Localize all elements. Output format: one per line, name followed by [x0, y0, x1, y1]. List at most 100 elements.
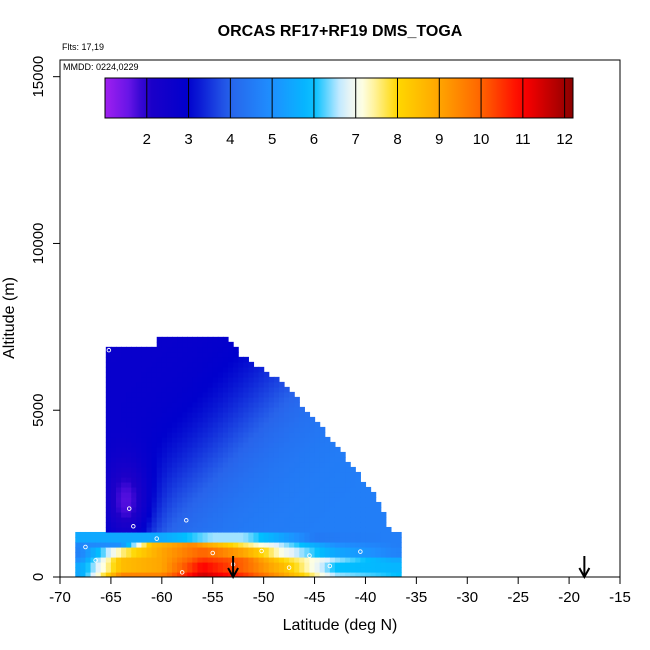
heatmap-cell	[350, 476, 356, 483]
heatmap-cell	[121, 436, 127, 443]
heatmap-cell	[294, 481, 300, 488]
heatmap-cell	[243, 491, 249, 498]
heatmap-cell	[350, 536, 356, 543]
heatmap-cell	[263, 516, 270, 523]
heatmap-cell	[334, 501, 341, 508]
heatmap-cell	[172, 466, 178, 473]
heatmap-cell	[172, 531, 178, 538]
heatmap-cell	[151, 501, 158, 508]
heatmap-cell	[197, 436, 204, 443]
heatmap-cell	[131, 436, 137, 443]
heatmap-cell	[212, 446, 219, 453]
colorbar-tick-label: 11	[515, 131, 531, 148]
heatmap-cell	[116, 571, 122, 577]
heatmap-cell	[273, 376, 280, 383]
heatmap-cell	[340, 551, 346, 558]
heatmap-cell	[340, 481, 346, 488]
heatmap-cell	[304, 536, 311, 543]
heatmap-cell	[329, 541, 336, 548]
heatmap-cell	[151, 531, 158, 538]
heatmap-cell	[222, 466, 229, 473]
heatmap-cell	[345, 526, 351, 533]
heatmap-cell	[187, 396, 193, 403]
heatmap-cell	[192, 516, 199, 523]
heatmap-cell	[110, 476, 117, 483]
heatmap-cell	[146, 431, 153, 438]
heatmap-cell	[350, 566, 356, 573]
heatmap-cell	[314, 456, 321, 463]
heatmap-cell	[151, 516, 158, 523]
heatmap-cell	[151, 381, 158, 388]
heatmap-cell	[253, 531, 260, 538]
heatmap-cell	[253, 386, 260, 393]
heatmap-cell	[105, 521, 112, 528]
heatmap-cell	[187, 466, 193, 473]
heatmap-cell	[350, 466, 356, 473]
y-tick-label: 0	[30, 573, 47, 581]
heatmap-cell	[141, 421, 148, 428]
heatmap-cell	[304, 566, 311, 573]
heatmap-cell	[222, 451, 229, 458]
heatmap-cell	[172, 471, 178, 478]
heatmap-cell	[370, 511, 377, 518]
heatmap-cell	[116, 561, 122, 568]
heatmap-cell	[141, 511, 148, 518]
heatmap-cell	[273, 561, 280, 568]
heatmap-cell	[116, 546, 122, 553]
heatmap-cell	[268, 421, 275, 428]
heatmap-cell	[156, 411, 163, 418]
heatmap-cell	[350, 511, 356, 518]
heatmap-cell	[299, 526, 305, 533]
heatmap-cell	[319, 481, 326, 488]
heatmap-cell	[90, 556, 97, 563]
heatmap-cell	[182, 421, 188, 428]
heatmap-cell	[222, 391, 229, 398]
heatmap-cell	[350, 491, 356, 498]
heatmap-cell	[161, 406, 168, 413]
heatmap-cell	[207, 506, 214, 513]
heatmap-cell	[141, 371, 148, 378]
heatmap-cell	[228, 496, 234, 503]
x-axis-label: Latitude (deg N)	[283, 617, 398, 634]
heatmap-cell	[202, 491, 209, 498]
heatmap-cell	[284, 446, 290, 453]
heatmap-cell	[146, 366, 153, 373]
heatmap-cell	[294, 491, 300, 498]
heatmap-cell	[136, 401, 143, 408]
heatmap-cell	[299, 536, 305, 543]
heatmap-cell	[334, 556, 341, 563]
heatmap-cell	[192, 426, 199, 433]
heatmap-cell	[116, 466, 122, 473]
heatmap-cell	[161, 466, 168, 473]
heatmap-cell	[141, 476, 148, 483]
heatmap-cell	[141, 416, 148, 423]
heatmap-cell	[177, 481, 183, 488]
heatmap-cell	[172, 461, 178, 468]
heatmap-cell	[172, 371, 178, 378]
heatmap-cell	[314, 536, 321, 543]
heatmap-cell	[309, 521, 316, 528]
heatmap-cell	[116, 351, 122, 358]
heatmap-cell	[365, 561, 372, 568]
heatmap-cell	[187, 351, 193, 358]
heatmap-cell	[126, 466, 132, 473]
heatmap-cell	[253, 471, 260, 478]
heatmap-cell	[151, 496, 158, 503]
heatmap-cell	[161, 366, 168, 373]
heatmap-cell	[110, 526, 117, 533]
heatmap-cell	[278, 556, 285, 563]
heatmap-cell	[233, 411, 239, 418]
heatmap-cell	[197, 491, 204, 498]
heatmap-cell	[141, 426, 148, 433]
heatmap-cell	[253, 541, 260, 548]
heatmap-cell	[172, 431, 178, 438]
heatmap-cell	[324, 506, 331, 513]
heatmap-cell	[345, 546, 351, 553]
heatmap-cell	[222, 491, 229, 498]
heatmap-cell	[187, 561, 193, 568]
heatmap-cell	[161, 356, 168, 363]
heatmap-cell	[365, 491, 372, 498]
heatmap-cell	[90, 536, 97, 543]
heatmap-cell	[177, 451, 183, 458]
heatmap-cell	[141, 381, 148, 388]
